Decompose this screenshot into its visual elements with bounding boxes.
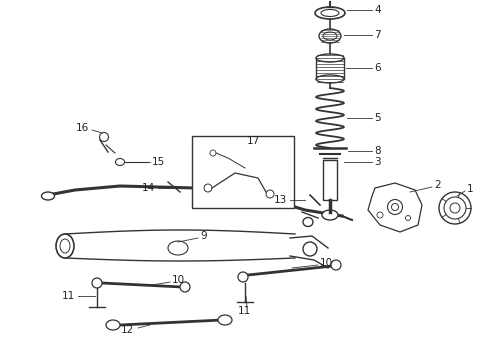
Ellipse shape (321, 9, 339, 17)
Ellipse shape (56, 234, 74, 258)
Text: 11: 11 (62, 291, 75, 301)
Ellipse shape (303, 217, 313, 226)
Text: 4: 4 (374, 5, 381, 15)
Text: 15: 15 (152, 157, 165, 167)
Ellipse shape (439, 192, 471, 224)
Text: 6: 6 (374, 63, 381, 73)
Text: 13: 13 (274, 195, 287, 205)
Ellipse shape (450, 203, 460, 213)
Ellipse shape (388, 199, 402, 215)
Bar (192, 136, 294, 208)
Ellipse shape (238, 272, 248, 282)
Ellipse shape (106, 320, 120, 330)
Text: 2: 2 (434, 180, 441, 190)
Ellipse shape (315, 7, 345, 19)
Text: 10: 10 (320, 258, 333, 268)
Text: 8: 8 (374, 146, 381, 156)
Ellipse shape (204, 184, 212, 192)
Text: 12: 12 (121, 325, 134, 335)
Ellipse shape (444, 197, 466, 219)
Ellipse shape (406, 216, 411, 220)
Ellipse shape (218, 315, 232, 325)
Text: 14: 14 (142, 183, 155, 193)
Text: 11: 11 (237, 306, 250, 316)
Ellipse shape (92, 278, 102, 288)
Text: 5: 5 (374, 113, 381, 123)
Polygon shape (368, 183, 422, 232)
Text: 1: 1 (467, 184, 474, 194)
Ellipse shape (303, 242, 317, 256)
Text: 7: 7 (374, 30, 381, 40)
Ellipse shape (322, 210, 338, 220)
Text: 17: 17 (247, 136, 260, 146)
Ellipse shape (99, 132, 108, 141)
Ellipse shape (210, 150, 216, 156)
Text: 9: 9 (200, 231, 207, 241)
Ellipse shape (316, 75, 344, 83)
Ellipse shape (60, 239, 70, 253)
Bar (323, 160, 337, 200)
Ellipse shape (323, 32, 337, 40)
Ellipse shape (116, 158, 124, 166)
Ellipse shape (316, 54, 344, 62)
Ellipse shape (331, 260, 341, 270)
Ellipse shape (266, 190, 274, 198)
Text: 10: 10 (172, 275, 185, 285)
Ellipse shape (168, 241, 188, 255)
Ellipse shape (319, 29, 341, 43)
Text: 3: 3 (374, 157, 381, 167)
Ellipse shape (180, 282, 190, 292)
Ellipse shape (377, 212, 383, 218)
Ellipse shape (42, 192, 54, 200)
Ellipse shape (392, 203, 398, 211)
Text: 16: 16 (76, 123, 89, 133)
